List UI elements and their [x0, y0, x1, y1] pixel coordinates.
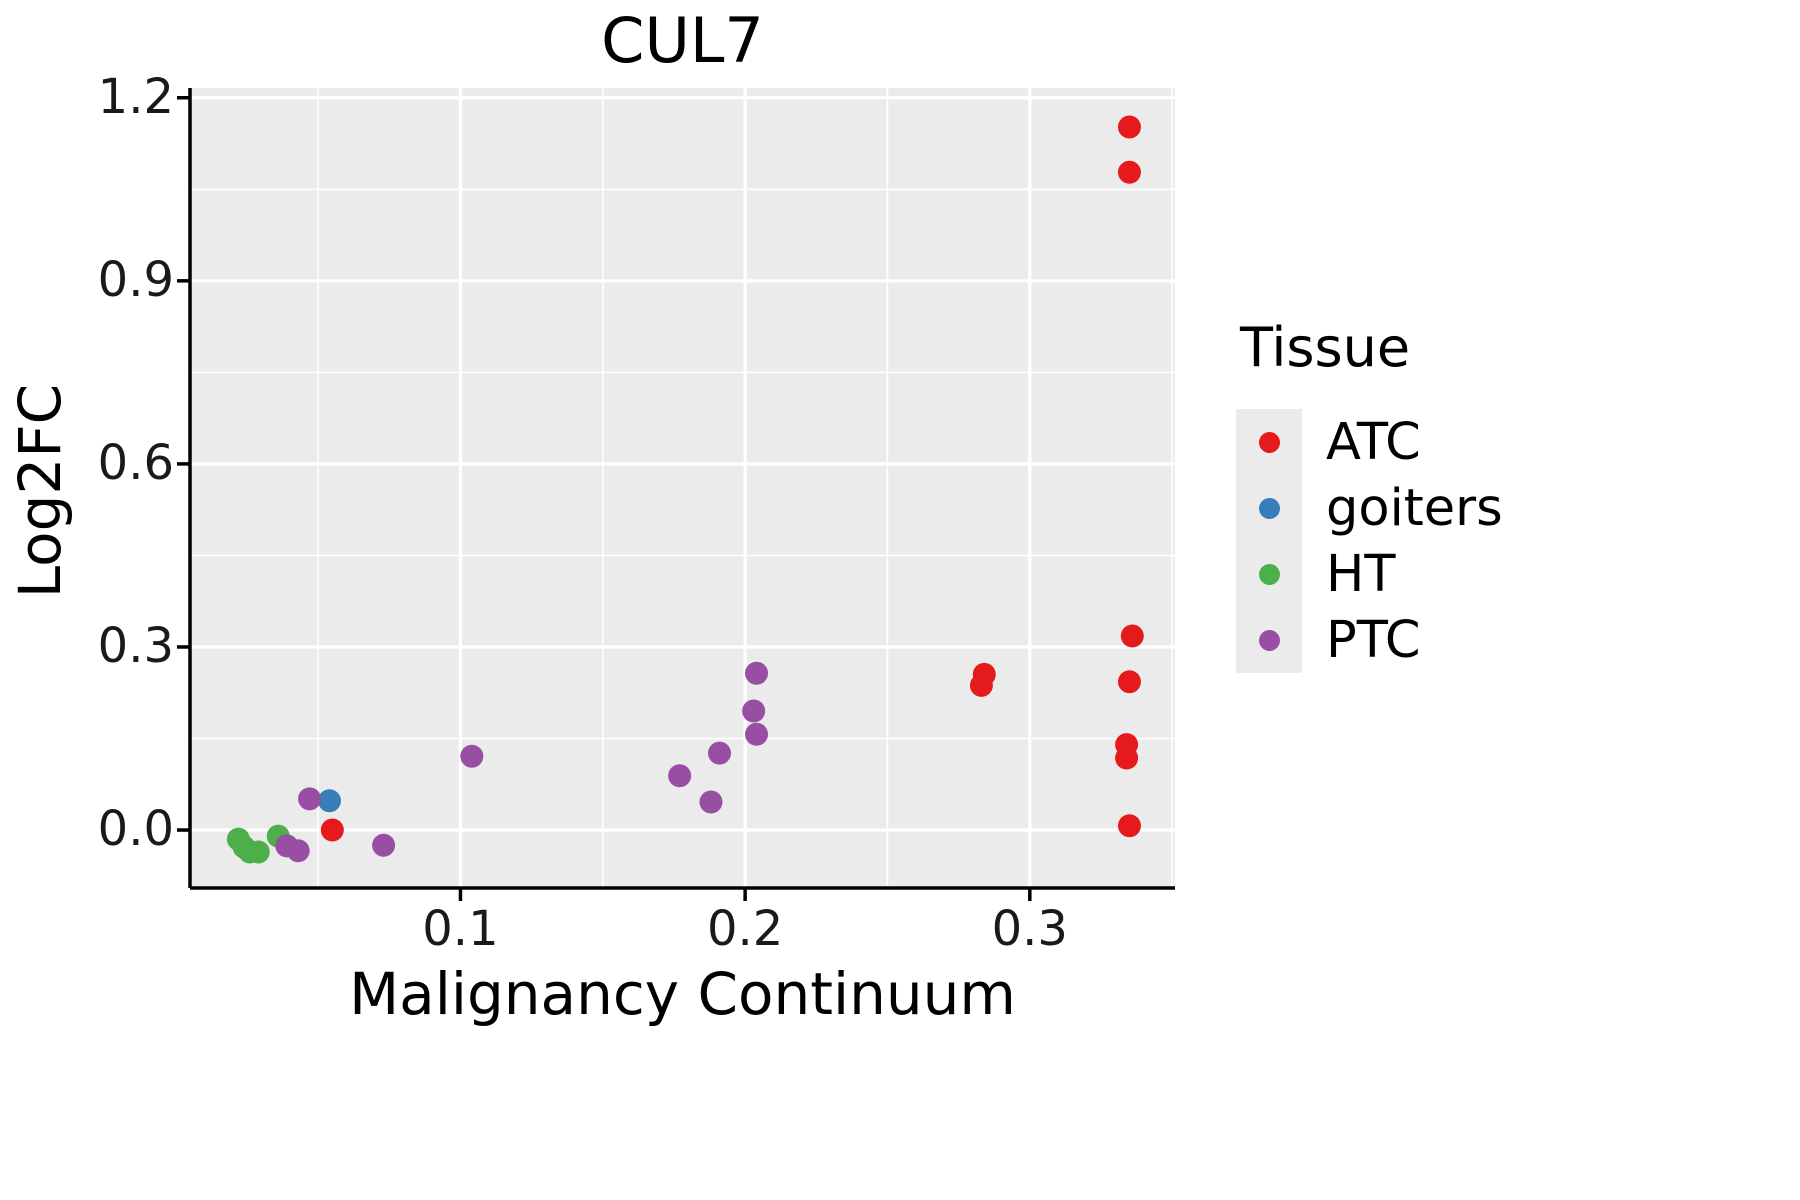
chart-title: CUL7 [601, 4, 764, 77]
legend-dot-icon [1258, 497, 1280, 519]
legend-key [1236, 607, 1302, 673]
data-point-HT [246, 840, 270, 864]
legend-label: HT [1326, 544, 1396, 604]
y-tick-label: 0.3 [97, 617, 174, 674]
data-point-PTC [286, 839, 310, 863]
data-point-PTC [708, 741, 732, 765]
legend-items: ATC goiters HT PTC [1236, 409, 1503, 673]
plot-panel [190, 88, 1175, 888]
legend-item-PTC: PTC [1236, 607, 1503, 673]
y-tick-label: 1.2 [97, 68, 174, 125]
y-tick-label: 0.6 [97, 434, 174, 491]
data-point-ATC [1115, 746, 1139, 770]
data-point-ATC [1117, 115, 1141, 139]
data-point-PTC [298, 787, 322, 811]
data-point-PTC [668, 764, 692, 788]
legend-key [1236, 541, 1302, 607]
legend-item-ATC: ATC [1236, 409, 1503, 475]
data-point-PTC [745, 722, 769, 746]
data-point-goiters [317, 789, 341, 813]
y-tick-label: 0.9 [97, 251, 174, 308]
data-point-PTC [460, 744, 484, 768]
data-point-ATC [1117, 814, 1141, 838]
legend-dot-icon [1258, 563, 1280, 585]
x-axis-label: Malignancy Continuum [349, 960, 1016, 1028]
legend-item-goiters: goiters [1236, 475, 1503, 541]
legend-key [1236, 409, 1302, 475]
legend-label: ATC [1326, 412, 1421, 472]
data-point-PTC [699, 790, 723, 814]
data-point-PTC [372, 833, 396, 857]
legend-item-HT: HT [1236, 541, 1503, 607]
legend: Tissue ATC goiters HT PTC [1236, 316, 1503, 673]
x-tick-label: 0.1 [422, 901, 499, 957]
data-point-ATC [1117, 160, 1141, 184]
legend-dot-icon [1258, 629, 1280, 651]
data-point-PTC [745, 661, 769, 685]
data-point-ATC [320, 818, 344, 842]
data-point-ATC [969, 673, 993, 697]
legend-key [1236, 475, 1302, 541]
legend-label: PTC [1326, 610, 1421, 670]
data-point-ATC [1117, 670, 1141, 694]
x-tick-label: 0.2 [706, 901, 784, 957]
x-tick-label: 0.3 [991, 901, 1068, 957]
y-tick-label: 0.0 [97, 801, 174, 858]
legend-label: goiters [1326, 478, 1503, 538]
data-point-PTC [742, 699, 766, 723]
data-point-ATC [1120, 624, 1144, 648]
legend-dot-icon [1258, 431, 1280, 453]
legend-title: Tissue [1240, 316, 1411, 379]
